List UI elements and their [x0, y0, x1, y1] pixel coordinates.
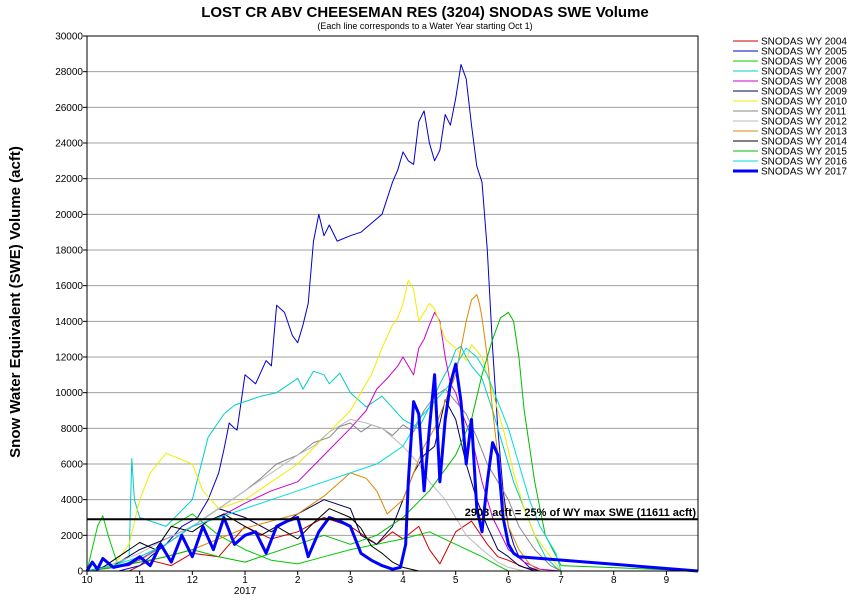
x-tick-label: 2 — [295, 575, 301, 586]
legend-label: SNODAS WY 2012 — [761, 117, 847, 128]
y-tick-label: 20000 — [55, 210, 83, 221]
reference-line-label: 2903 acft = 25% of WY max SWE (11611 acf… — [465, 507, 697, 519]
y-tick-label: 0 — [77, 567, 83, 578]
y-tick-label: 12000 — [55, 353, 83, 364]
y-tick-label: 14000 — [55, 317, 83, 328]
series-line-snodas-wy-2004 — [87, 517, 698, 572]
legend-label: SNODAS WY 2016 — [761, 157, 847, 168]
x-tick-label: 5 — [453, 575, 459, 586]
chart-subtitle: (Each line corresponds to a Water Year s… — [317, 21, 532, 31]
y-tick-label: 26000 — [55, 103, 83, 114]
x-tick-label: 9 — [664, 575, 670, 586]
y-tick-label: 2000 — [61, 531, 84, 542]
y-tick-label: 10000 — [55, 388, 83, 399]
series-line-snodas-wy-2007 — [86, 345, 698, 572]
x-axis-ticks: 10 11 12 1 2 3 4 5 6 7 8 9 — [81, 571, 670, 586]
legend-label: SNODAS WY 2006 — [761, 57, 847, 68]
y-axis-ticks: 0 2000 4000 6000 8000 10000 12000 14000 16000 180… — [55, 32, 87, 578]
x-tick-label: 6 — [506, 575, 512, 586]
x-tick-label: 1 — [242, 575, 248, 586]
y-tick-label: 18000 — [55, 246, 83, 257]
plot-frame — [86, 35, 699, 572]
x-tick-label: 4 — [400, 575, 406, 586]
legend-label: SNODAS WY 2010 — [761, 97, 847, 108]
year-label: 2017 — [234, 586, 257, 597]
series-line-snodas-wy-2008 — [86, 311, 698, 572]
x-tick-label: 10 — [81, 575, 93, 586]
x-tick-label: 8 — [611, 575, 617, 586]
series-line-snodas-wy-2010 — [86, 279, 698, 572]
y-tick-label: 4000 — [61, 495, 84, 506]
legend-label: SNODAS WY 2009 — [761, 87, 847, 98]
y-tick-label: 30000 — [55, 32, 83, 43]
x-tick-label: 7 — [558, 575, 564, 586]
x-tick-label: 12 — [187, 575, 199, 586]
legend-label: SNODAS WY 2017 — [761, 167, 847, 178]
chart-title: LOST CR ABV CHEESEMAN RES (3204) SNODAS … — [201, 4, 649, 21]
x-tick-label: 3 — [348, 575, 354, 586]
series-line-snodas-wy-2016 — [86, 347, 698, 572]
legend-label: SNODAS WY 2015 — [761, 147, 847, 158]
series-line-snodas-wy-2005 — [87, 64, 698, 572]
y-tick-label: 22000 — [55, 174, 83, 185]
legend-label: SNODAS WY 2011 — [761, 107, 847, 118]
y-axis-label: Snow Water Equivalent (SWE) Volume (acft… — [7, 146, 24, 458]
y-tick-label: 16000 — [55, 281, 83, 292]
legend-label: SNODAS WY 2007 — [761, 67, 847, 78]
x-tick-label: 11 — [134, 575, 145, 586]
y-tick-label: 6000 — [61, 460, 84, 471]
y-tick-label: 24000 — [55, 139, 83, 150]
y-tick-label: 8000 — [61, 424, 84, 435]
y-tick-label: 28000 — [55, 67, 83, 78]
series-line-snodas-wy-2015 — [86, 311, 699, 572]
grid-lines — [87, 35, 698, 572]
legend-label: SNODAS WY 2014 — [761, 137, 847, 148]
reference-line-layer: 2903 acft = 25% of WY max SWE (11611 acf… — [87, 507, 698, 521]
legend-label: SNODAS WY 2013 — [761, 127, 847, 138]
series-line-snodas-wy-2017 — [85, 362, 699, 573]
legend-label: SNODAS WY 2008 — [761, 77, 847, 88]
legend-label: SNODAS WY 2004 — [761, 37, 847, 48]
legend-label: SNODAS WY 2005 — [761, 47, 847, 58]
series-layer — [85, 64, 699, 573]
